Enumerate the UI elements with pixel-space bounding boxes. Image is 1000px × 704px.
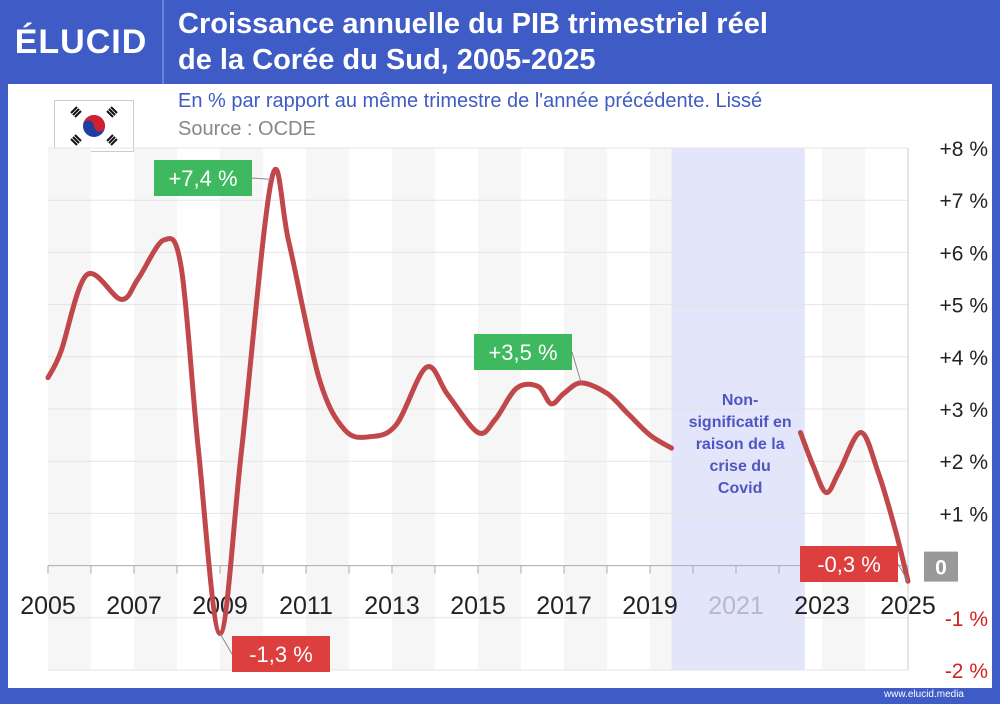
annotation-label: +3,5 % (488, 340, 557, 365)
y-tick-label: 0 (935, 557, 947, 580)
annotation-box (800, 546, 898, 582)
chart-source: Source : OCDE (178, 118, 316, 140)
zero-label-box (924, 551, 958, 582)
annotation-leader (897, 563, 909, 582)
y-tick-label: +5 % (940, 295, 988, 318)
x-tick-label: 2025 (880, 592, 936, 620)
annotation-box (154, 160, 252, 196)
y-tick-label: +6 % (940, 242, 988, 265)
x-tick-label: 2021 (708, 592, 764, 620)
x-tick-label: 2023 (794, 592, 850, 620)
annotation-label: -1,3 % (249, 642, 313, 667)
elucid-logo: ÉLUCID (14, 22, 148, 61)
annotation-box (474, 334, 572, 370)
chart-subtitle: En % par rapport au même trimestre de l'… (178, 90, 763, 112)
x-tick-label: 2007 (106, 592, 162, 620)
y-tick-label: +4 % (940, 347, 988, 370)
x-tick-label: 2015 (450, 592, 506, 620)
y-tick-label: +1 % (940, 503, 988, 526)
x-tick-label: 2019 (622, 592, 678, 620)
x-tick-label: 2011 (279, 592, 333, 620)
header-divider (162, 0, 164, 84)
annotation-label: -0,3 % (817, 552, 881, 577)
y-tick-label: -1 % (945, 608, 988, 631)
annotation-leader (251, 177, 272, 180)
y-tick-label: -2 % (945, 660, 988, 683)
chart-title: Croissance annuelle du PIB trimestriel r… (178, 6, 768, 78)
y-tick-label: +2 % (940, 451, 988, 474)
covid-note: crise du (709, 458, 770, 475)
annotation-box (232, 636, 330, 672)
y-tick-label: +8 % (940, 138, 988, 161)
x-tick-label: 2013 (364, 592, 420, 620)
flag-graphic (70, 106, 118, 146)
covid-note: significatif en (689, 414, 792, 431)
x-tick-label: 2009 (192, 592, 248, 620)
footer-url: www.elucid.media (883, 689, 964, 700)
south-korea-flag-icon (54, 100, 134, 152)
annotation-leader (571, 351, 582, 384)
covid-note: Non- (722, 392, 758, 409)
y-tick-label: +3 % (940, 399, 988, 422)
y-tick-label: +7 % (940, 190, 988, 213)
title-line-1: Croissance annuelle du PIB trimestriel r… (178, 8, 768, 40)
gdp-growth-line (798, 429, 911, 584)
annotation-leader (219, 633, 233, 655)
covid-note: raison de la (696, 436, 785, 453)
gdp-growth-line (45, 167, 674, 636)
covid-note: Covid (718, 480, 762, 497)
x-tick-label: 2017 (536, 592, 592, 620)
x-tick-label: 2005 (20, 592, 76, 620)
annotation-label: +7,4 % (168, 166, 237, 191)
title-line-2: de la Corée du Sud, 2005-2025 (178, 44, 596, 76)
